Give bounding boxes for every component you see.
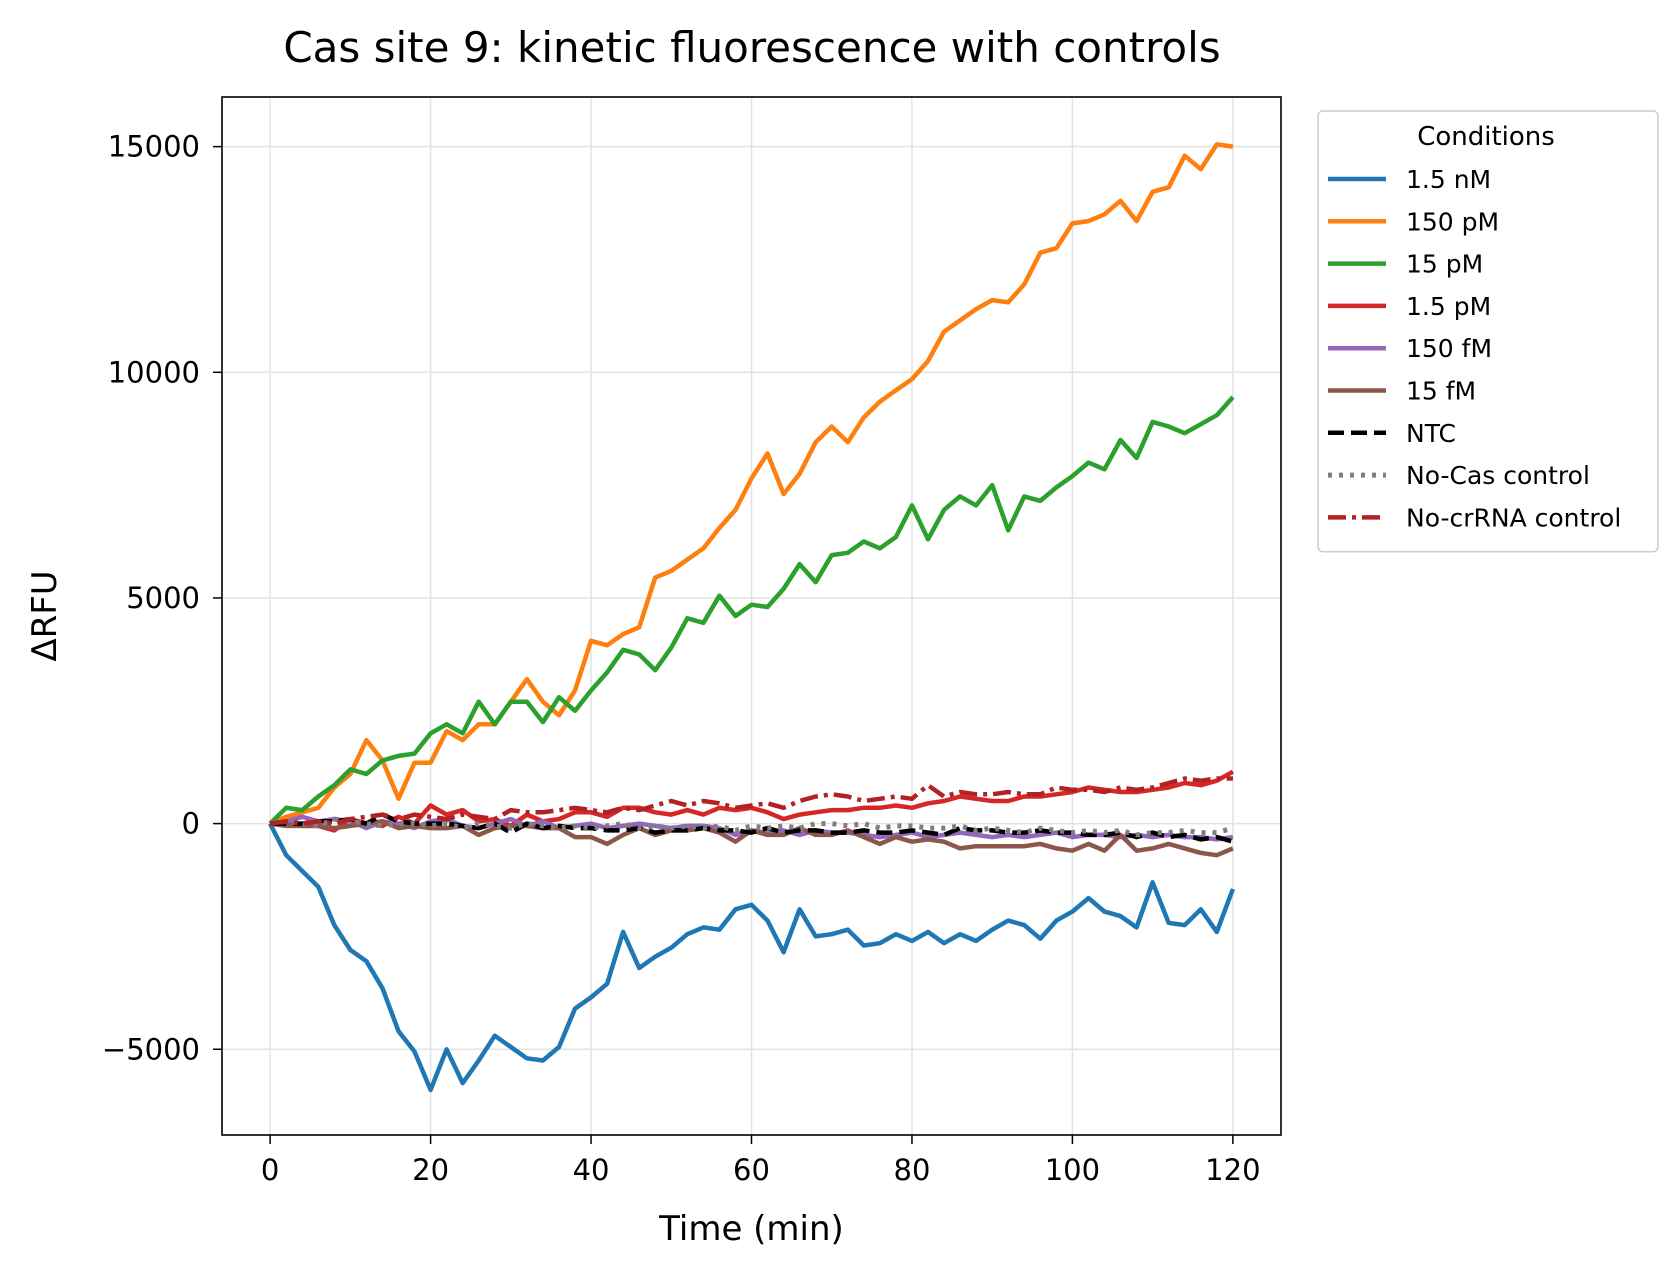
legend-label-5: 15 fM	[1406, 377, 1476, 406]
series-line-1	[269, 142, 1234, 826]
legend-title: Conditions	[1417, 122, 1555, 152]
x-tick-label: 20	[412, 1153, 449, 1187]
plot-series	[268, 142, 1236, 1093]
legend-box	[1317, 110, 1659, 553]
x-tick-label: 100	[1045, 1153, 1100, 1187]
axis-ticks: 0 20 40 60 80 100 120 −5000 0 5000 10000 15000	[102, 130, 1261, 1187]
legend-items: 1.5 nM 150 pM 15 pM 1.5 pM 150 fM 15 fM NTC No-…	[1328, 165, 1621, 532]
series-line-0	[268, 822, 1236, 1093]
x-tick-label: 120	[1205, 1153, 1260, 1187]
y-tick-label: 5000	[126, 581, 200, 615]
chart-title: Cas site 9: kinetic fluorescence with co…	[283, 23, 1220, 72]
series-line-8	[269, 776, 1233, 826]
y-tick-label: 15000	[108, 130, 200, 164]
series-line-2	[268, 395, 1235, 826]
legend-label-2: 15 pM	[1406, 250, 1483, 279]
y-tick-label: −5000	[102, 1032, 200, 1066]
y-axis-label: ΔRFU	[25, 570, 65, 661]
legend-label-7: No-Cas control	[1406, 461, 1590, 490]
x-tick-label: 80	[894, 1153, 931, 1187]
legend-label-0: 1.5 nM	[1406, 165, 1491, 194]
legend-label-3: 1.5 pM	[1406, 292, 1491, 321]
y-tick-label: 10000	[108, 355, 200, 389]
legend-label-8: No-crRNA control	[1406, 503, 1621, 532]
legend: Conditions 1.5 nM 150 pM 15 pM 1.5 pM 150 fM…	[1317, 110, 1659, 553]
y-tick-label: 0	[182, 807, 200, 841]
x-tick-label: 60	[733, 1153, 770, 1187]
x-tick-label: 40	[573, 1153, 610, 1187]
legend-label-6: NTC	[1406, 419, 1456, 448]
x-tick-label: 0	[261, 1153, 279, 1187]
legend-label-1: 150 pM	[1406, 207, 1499, 236]
x-axis-label: Time (min)	[658, 1209, 844, 1249]
series-line-7	[269, 816, 1234, 838]
legend-label-4: 150 fM	[1406, 334, 1492, 363]
